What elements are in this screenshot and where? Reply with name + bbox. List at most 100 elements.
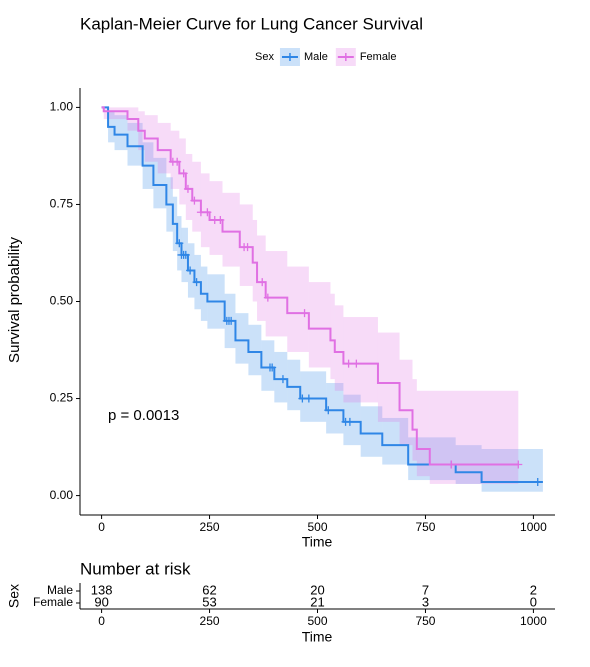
censor-mark <box>190 196 199 205</box>
x-tick-label: 750 <box>415 614 435 628</box>
confidence-band <box>300 371 327 422</box>
confidence-band <box>261 340 275 391</box>
risk-count: 2 <box>530 582 537 597</box>
x-tick-label: 1000 <box>520 520 547 534</box>
confidence-band <box>429 390 519 484</box>
chart-title: Kaplan-Meier Curve for Lung Cancer Survi… <box>80 14 423 33</box>
y-tick-label: 0.50 <box>50 294 74 308</box>
risk-count: 0 <box>530 594 537 609</box>
confidence-band <box>153 157 167 209</box>
censor-mark <box>447 460 456 469</box>
confidence-band <box>274 351 288 403</box>
confidence-band <box>330 293 335 380</box>
risk-count: 7 <box>422 582 429 597</box>
x-axis-label: Time <box>302 534 333 550</box>
confidence-band <box>412 379 417 461</box>
censor-mark <box>183 184 192 193</box>
risk-count: 90 <box>94 594 108 609</box>
censor-mark <box>181 250 190 259</box>
y-axis-label: Survival probability <box>6 237 23 363</box>
confidence-band <box>170 130 180 189</box>
confidence-band <box>127 122 143 166</box>
censor-mark <box>268 363 277 372</box>
risk-count: 62 <box>202 582 216 597</box>
legend-title: Sex <box>255 51 274 63</box>
censor-mark <box>175 239 184 248</box>
censor-mark <box>514 460 523 469</box>
censor-mark <box>173 157 182 166</box>
x-tick-label: 250 <box>200 520 220 534</box>
y-tick-label: 1.00 <box>50 100 74 114</box>
censor-mark <box>300 309 309 318</box>
confidence-band <box>179 138 186 205</box>
y-tick-label: 0.25 <box>50 391 74 405</box>
confidence-band <box>114 115 128 151</box>
censor-mark <box>344 359 353 368</box>
legend-label: Female <box>360 51 397 63</box>
confidence-band <box>248 324 262 376</box>
risk-count: 3 <box>422 594 429 609</box>
censor-mark <box>179 169 188 178</box>
confidence-band <box>252 219 258 302</box>
row-label: Female <box>33 595 73 609</box>
censor-mark <box>352 359 361 368</box>
x-tick-label: 500 <box>307 614 327 628</box>
y-tick-label: 0.00 <box>50 488 74 502</box>
risk-count: 138 <box>91 582 113 597</box>
annotation: p = 0.0013 <box>108 407 179 424</box>
legend-label: Male <box>304 51 328 63</box>
confidence-band <box>235 313 249 364</box>
censor-mark <box>216 215 225 224</box>
confidence-band <box>334 305 344 391</box>
table-title: Number at risk <box>80 559 191 578</box>
censor-mark <box>278 375 287 384</box>
confidence-band <box>287 359 301 411</box>
survival-curve <box>101 106 543 484</box>
confidence-band <box>382 417 409 465</box>
censor-mark <box>203 208 212 217</box>
confidence-band <box>287 266 309 352</box>
censor-mark <box>192 278 201 287</box>
table-y-label: Sex <box>6 584 22 608</box>
censor-mark <box>227 316 236 325</box>
risk-count: 53 <box>202 594 216 609</box>
confidence-band <box>360 406 383 457</box>
x-tick-label: 0 <box>98 520 105 534</box>
confidence-band <box>257 235 266 321</box>
censor-mark <box>186 266 195 275</box>
censor-mark <box>533 478 542 487</box>
risk-count: 21 <box>310 594 324 609</box>
confidence-band <box>185 153 193 220</box>
confidence-band <box>222 192 240 267</box>
confidence-band <box>377 332 400 422</box>
x-tick-label: 250 <box>200 614 220 628</box>
confidence-band <box>326 383 344 434</box>
risk-count: 20 <box>310 582 324 597</box>
confidence-band <box>416 390 430 477</box>
censor-mark <box>304 394 313 403</box>
confidence-band <box>103 107 128 120</box>
confidence-band <box>308 282 331 368</box>
confidence-band <box>399 359 413 446</box>
censor-mark <box>324 406 333 415</box>
censor-mark <box>263 293 272 302</box>
censor-mark <box>258 278 267 287</box>
confidence-band <box>209 181 223 255</box>
confidence-band <box>157 122 171 174</box>
confidence-band <box>481 449 543 492</box>
confidence-band <box>239 204 253 286</box>
confidence-band <box>200 173 210 248</box>
x-tick-label: 0 <box>98 614 105 628</box>
confidence-band <box>192 161 201 232</box>
x-tick-label: 500 <box>307 520 327 534</box>
censor-mark <box>345 417 354 426</box>
censor-mark <box>243 243 252 252</box>
row-label: Male <box>47 583 73 597</box>
x-tick-label: 1000 <box>520 614 547 628</box>
x-tick-label: 750 <box>415 520 435 534</box>
y-tick-label: 0.75 <box>50 197 74 211</box>
confidence-band <box>265 251 288 337</box>
confidence-band <box>343 394 361 446</box>
table-x-label: Time <box>302 629 333 645</box>
